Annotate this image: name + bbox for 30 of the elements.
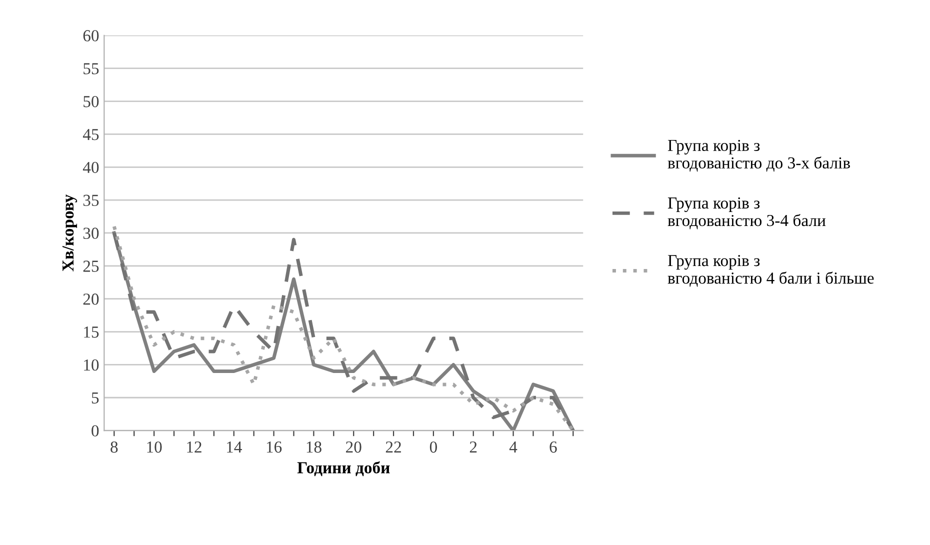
x-tick-label: 20 [346,441,362,453]
y-tick-label: 10 [84,359,99,371]
legend-label: Група корів з вгодованістю 3-4 бали [668,197,826,230]
y-tick-label: 5 [92,392,99,404]
y-tick-label: 25 [83,260,99,272]
y-tick-label: 45 [82,129,99,140]
y-axis-title: Хв/корову [62,194,78,272]
x-tick-label: 16 [266,441,282,453]
x-axis-title: Години доби [297,461,390,476]
x-tick-label: 6 [550,441,557,453]
x-tick-label: 4 [509,442,518,453]
y-tick-label: 15 [84,326,99,338]
y-tick-label: 55 [84,63,99,74]
x-tick-label: 8 [110,441,118,453]
x-tick-label: 12 [187,441,202,453]
y-tick-label: 50 [84,96,99,108]
x-tick-label: 18 [306,441,322,453]
y-tick-label: 0 [92,425,99,436]
y-tick-label: 40 [82,162,99,174]
x-tick-label: 14 [227,442,242,453]
legend-label: Група корів з вгодованістю 4 бали і більше [668,255,874,287]
y-tick-label: 60 [83,30,99,42]
x-tick-label: 2 [470,441,477,453]
y-tick-label: 30 [83,228,99,239]
legend-label: Група корів з вгодованістю до 3-х балів [668,140,850,172]
y-tick-label: 20 [83,294,99,305]
x-tick-label: 22 [386,441,401,453]
x-tick-label: 10 [147,441,162,453]
x-tick-label: 0 [430,441,437,453]
y-tick-label: 35 [83,194,99,206]
